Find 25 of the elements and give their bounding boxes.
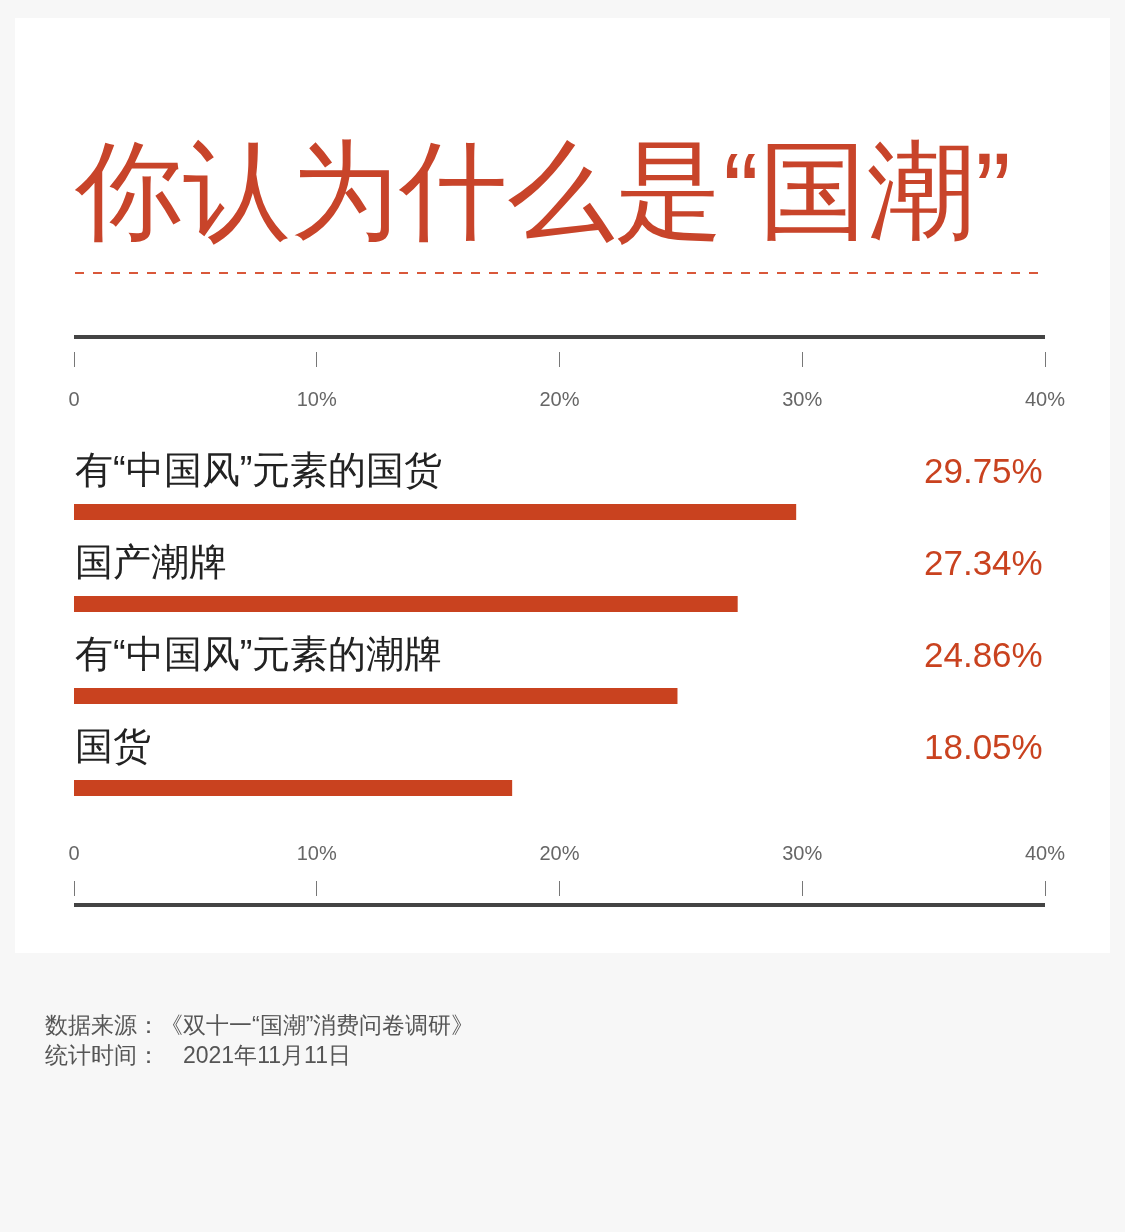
y-tick-label: 有“中国风”元素的国货 [75, 449, 443, 492]
x-tick-label: 20% [539, 388, 580, 410]
y-tick-label: 国货 [75, 725, 151, 768]
x2-tick-label: 40% [1024, 842, 1066, 864]
y-tick-label: 有“中国风”元素的潮牌 [75, 633, 443, 676]
bar [74, 780, 513, 796]
x2-tick-label: 0 [68, 842, 80, 864]
data-label: 29.75% [924, 451, 1043, 490]
bar [74, 596, 738, 612]
x-tick-label: 30% [782, 388, 823, 410]
x-tick-label: 10% [296, 388, 337, 410]
y-tick-label: 国产潮牌 [75, 541, 227, 584]
chart-title: 你认为什么是“国潮” [74, 129, 1011, 251]
bar [74, 688, 678, 704]
x-tick-label: 40% [1024, 388, 1066, 410]
data-label: 27.34% [924, 543, 1043, 582]
x2-tick-label: 10% [296, 842, 337, 864]
text: 统计时间： 2021年11月11日 [45, 1042, 351, 1068]
data-label: 24.86% [924, 635, 1043, 674]
data-label: 18.05% [924, 727, 1043, 766]
source-note: 数据来源：《双十一“国潮”消费问卷调研》 [45, 1012, 475, 1038]
x-tick-label: 0 [68, 388, 80, 410]
x2-tick-label: 30% [782, 842, 823, 864]
x2-tick-label: 20% [539, 842, 580, 864]
bar [74, 504, 797, 520]
